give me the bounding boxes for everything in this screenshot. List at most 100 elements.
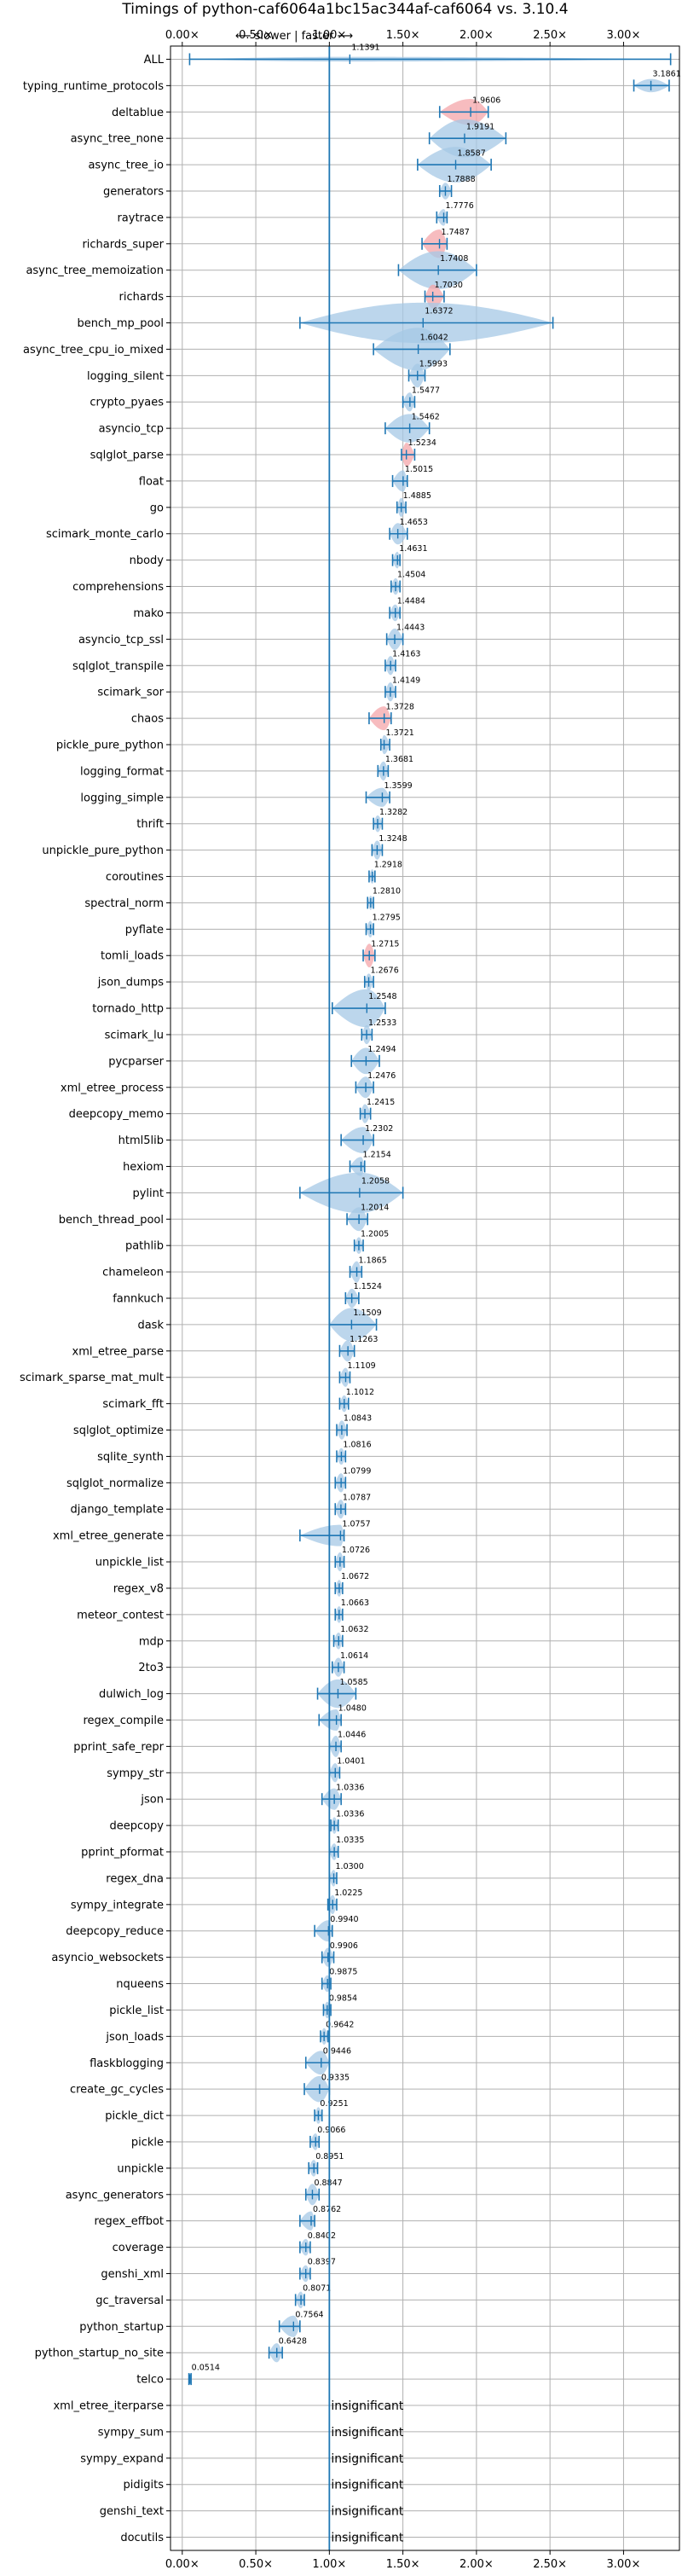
benchmark-label: pylint xyxy=(132,1187,164,1200)
top-tick-label: 3.00× xyxy=(607,29,641,42)
benchmark-label: chameleon xyxy=(102,1267,164,1279)
benchmark-label: nbody xyxy=(130,554,165,567)
median-value-label: 0.0514 xyxy=(192,2363,220,2372)
benchmark-label: logging_simple xyxy=(80,792,164,804)
bottom-axis: 0.00× 0.50× 1.00× 1.50× 2.00× 2.50× 3.00× xyxy=(165,2550,640,2571)
median-value-label: 0.6428 xyxy=(279,2336,307,2346)
median-value-label: 1.2415 xyxy=(367,1098,395,1107)
benchmark-label: deepcopy_memo xyxy=(69,1108,164,1121)
median-value-label: 1.7487 xyxy=(442,228,470,237)
benchmark-label: scimark_monte_carlo xyxy=(46,528,164,541)
median-value-label: 1.0726 xyxy=(342,1546,370,1555)
violins: 1.1391 3.1861 1.9606 1.9191 1.8587 1.7888 1.77… xyxy=(188,44,681,2550)
median-value-label: 1.0843 xyxy=(344,1414,372,1424)
benchmark-label: pickle_pure_python xyxy=(56,739,164,751)
median-value-label: 0.9642 xyxy=(326,2021,354,2030)
median-value-label: 1.7408 xyxy=(440,254,468,264)
median-value-label: 1.1012 xyxy=(346,1388,374,1397)
benchmark-label: meteor_contest xyxy=(77,1609,164,1622)
median-value-label: 1.2154 xyxy=(363,1151,391,1160)
benchmark-label: gc_traversal xyxy=(95,2295,164,2307)
benchmark-label: dulwich_log xyxy=(99,1688,164,1701)
benchmark-label: nqueens xyxy=(116,1978,164,1991)
median-value-label: 1.2676 xyxy=(371,966,399,975)
median-value-label: 1.0757 xyxy=(342,1519,370,1529)
benchmark-label: async_generators xyxy=(66,2189,165,2202)
benchmark-label: pickle xyxy=(131,2136,164,2149)
median-value-label: 1.2810 xyxy=(373,887,401,896)
benchmark-label: comprehensions xyxy=(72,581,164,594)
benchmark-label: spectral_norm xyxy=(84,897,164,910)
median-value-label: 1.0672 xyxy=(341,1572,369,1581)
benchmark-label: pprint_pformat xyxy=(81,1847,164,1859)
benchmark-label: generators xyxy=(103,185,164,198)
median-value-label: 1.9191 xyxy=(466,122,494,131)
median-value-label: 1.0799 xyxy=(343,1467,371,1477)
median-value-label: 1.5015 xyxy=(405,465,433,474)
median-value-label: 0.8847 xyxy=(314,2179,342,2188)
median-value-label: 1.2058 xyxy=(361,1177,390,1186)
benchmark-label: pprint_safe_repr xyxy=(73,1741,164,1754)
benchmark-label: unpickle xyxy=(117,2162,164,2175)
benchmark-label: async_tree_cpu_io_mixed xyxy=(23,344,164,357)
median-value-label: 1.3721 xyxy=(386,728,414,738)
benchmark-label: flaskblogging xyxy=(90,2057,164,2070)
median-value-label: 1.3681 xyxy=(385,755,413,764)
benchmark-label: fannkuch xyxy=(113,1293,164,1306)
benchmark-label: genshi_text xyxy=(100,2505,164,2518)
benchmark-label: json_dumps xyxy=(97,977,164,989)
median-value-label: 1.2795 xyxy=(373,914,401,923)
benchmark-label: pidigits xyxy=(124,2479,165,2492)
median-value-label: 1.5462 xyxy=(412,412,440,421)
benchmark-label: xml_etree_process xyxy=(61,1082,164,1094)
median-value-label: 1.0480 xyxy=(338,1704,367,1714)
median-value-label: 1.4653 xyxy=(400,518,428,527)
median-value-label: 1.0632 xyxy=(340,1625,368,1634)
median-value-label: 1.4163 xyxy=(392,649,420,659)
benchmark-label: tomli_loads xyxy=(101,950,164,963)
median-value-label: 1.0336 xyxy=(336,1809,364,1819)
top-axis: 0.00× 0.50× 1.00× 1.50× 2.00× 2.50× 3.00× xyxy=(165,29,640,46)
median-value-label: 3.1861 xyxy=(653,70,681,79)
top-tick-label: 1.00× xyxy=(312,29,346,42)
median-value-label: 1.1524 xyxy=(354,1282,382,1291)
median-value-label: 1.3282 xyxy=(379,808,407,817)
benchmark-label: scimark_sor xyxy=(97,687,164,699)
median-value-label: 1.2014 xyxy=(361,1203,389,1212)
insignificant-label: insignificant xyxy=(331,2532,404,2545)
median-value-label: 1.0787 xyxy=(343,1493,371,1502)
median-value-label: 1.3728 xyxy=(386,702,414,711)
median-value-label: 1.2302 xyxy=(365,1124,393,1134)
benchmark-label: thrift xyxy=(136,818,164,831)
benchmark-label: django_template xyxy=(71,1504,164,1517)
median-value-label: 1.1391 xyxy=(351,44,379,53)
median-value-label: 1.8587 xyxy=(458,148,486,158)
benchmark-label: xml_etree_generate xyxy=(53,1530,164,1543)
median-value-label: 0.7564 xyxy=(295,2310,323,2319)
bottom-tick-label: 2.50× xyxy=(533,2558,567,2571)
median-value-label: 1.0300 xyxy=(336,1862,364,1871)
benchmark-label: async_tree_none xyxy=(71,133,164,146)
insignificant-label: insignificant xyxy=(331,2399,404,2413)
median-value-label: 1.2715 xyxy=(371,939,399,949)
median-value-label: 1.7888 xyxy=(447,175,475,184)
bottom-tick-label: 1.50× xyxy=(386,2558,420,2571)
median-value-label: 1.1109 xyxy=(347,1361,375,1371)
benchmark-label: xml_etree_iterparse xyxy=(53,2400,164,2413)
median-value-label: 0.9335 xyxy=(321,2073,350,2082)
median-value-label: 1.1263 xyxy=(350,1335,378,1344)
benchmark-label: create_gc_cycles xyxy=(70,2084,164,2097)
median-value-label: 1.4149 xyxy=(392,676,420,685)
benchmark-label: float xyxy=(139,475,164,488)
median-value-label: 0.9066 xyxy=(317,2126,345,2135)
benchmark-label: pickle_dict xyxy=(105,2110,164,2123)
benchmark-label: regex_effbot xyxy=(94,2215,164,2228)
benchmark-label: chaos xyxy=(131,713,164,726)
benchmark-label: asyncio_websockets xyxy=(51,1952,164,1964)
insignificant-label: insignificant xyxy=(331,2479,404,2492)
benchmark-label: sympy_integrate xyxy=(71,1899,164,1912)
insignificant-label: insignificant xyxy=(331,2426,404,2440)
median-value-label: 1.5993 xyxy=(419,359,448,368)
benchmark-label: ALL xyxy=(144,54,165,67)
